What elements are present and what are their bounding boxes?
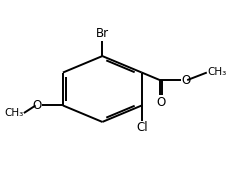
Text: O: O bbox=[182, 74, 191, 87]
Text: O: O bbox=[156, 96, 166, 109]
Text: O: O bbox=[32, 99, 41, 112]
Text: Br: Br bbox=[96, 27, 109, 40]
Text: CH₃: CH₃ bbox=[207, 67, 227, 77]
Text: Cl: Cl bbox=[136, 121, 147, 135]
Text: CH₃: CH₃ bbox=[4, 108, 24, 118]
